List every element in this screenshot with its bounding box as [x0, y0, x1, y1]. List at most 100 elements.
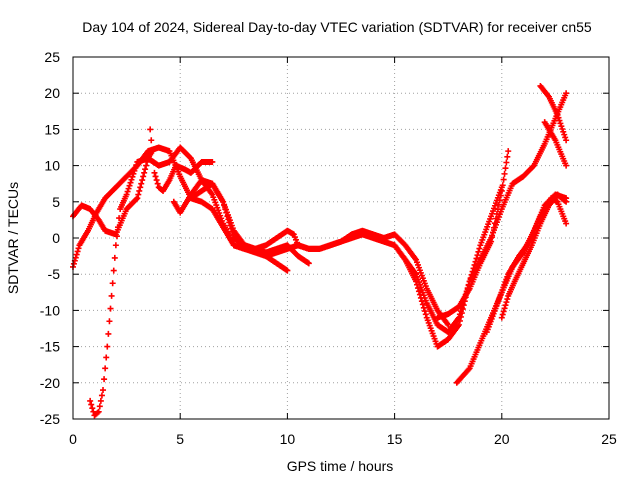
- data-point: [556, 117, 563, 124]
- y-tick-label: -5: [48, 266, 61, 282]
- data-point: [489, 234, 496, 241]
- data-point: [498, 314, 505, 321]
- data-point: [89, 405, 96, 412]
- data-point: [503, 159, 510, 166]
- x-axis-title: GPS time / hours: [287, 458, 394, 474]
- data-point: [108, 292, 115, 299]
- data-point: [476, 245, 483, 252]
- y-tick-label: 20: [44, 85, 60, 101]
- data-point: [107, 305, 114, 312]
- data-point: [499, 311, 506, 318]
- data-point: [72, 254, 79, 261]
- y-tick-label: -25: [40, 411, 60, 427]
- data-point: [130, 170, 137, 177]
- data-point: [126, 182, 133, 189]
- data-point: [501, 305, 508, 312]
- data-point: [95, 408, 102, 415]
- data-point: [134, 195, 141, 202]
- data-point: [491, 224, 498, 231]
- data-point: [494, 206, 501, 213]
- data-point: [499, 182, 506, 189]
- data-point: [136, 187, 143, 194]
- data-point: [109, 280, 116, 287]
- data-point: [226, 219, 233, 226]
- data-point: [142, 166, 149, 173]
- data-point: [133, 161, 140, 168]
- data-point: [504, 296, 511, 303]
- data-point: [137, 184, 144, 191]
- data-point: [505, 148, 512, 155]
- data-point: [498, 187, 505, 194]
- data-point: [465, 366, 472, 373]
- x-tick-label: 10: [280, 431, 296, 447]
- data-point: [88, 401, 95, 408]
- data-point: [106, 318, 113, 325]
- data-point: [228, 225, 235, 232]
- data-point: [103, 354, 110, 361]
- data-point: [562, 197, 569, 204]
- data-point: [100, 387, 107, 394]
- data-point: [128, 176, 135, 183]
- data-point: [493, 210, 500, 217]
- data-point: [96, 403, 103, 410]
- data-point: [490, 229, 497, 236]
- data-point: [563, 198, 570, 205]
- data-point: [140, 173, 147, 180]
- y-tick-label: 15: [44, 121, 60, 137]
- y-tick-label: -10: [40, 302, 60, 318]
- data-point: [153, 177, 160, 184]
- data-series: [70, 82, 570, 419]
- data-point: [149, 148, 156, 155]
- data-point: [124, 188, 131, 195]
- series-arc-13: [541, 119, 570, 169]
- data-point: [70, 260, 77, 267]
- chart-title: Day 104 of 2024, Sidereal Day-to-day VTE…: [82, 19, 592, 35]
- data-point: [104, 343, 111, 350]
- data-point: [127, 179, 134, 186]
- y-tick-label: 5: [52, 194, 60, 210]
- data-point: [557, 120, 564, 127]
- series-arc-4: [147, 126, 216, 194]
- data-point: [223, 209, 230, 216]
- data-point: [135, 191, 142, 198]
- data-point: [421, 308, 428, 315]
- grid: [73, 57, 609, 419]
- data-point: [561, 131, 568, 138]
- series-arc-3: [87, 148, 156, 419]
- data-point: [152, 173, 159, 180]
- data-point: [475, 248, 482, 255]
- data-point: [123, 191, 130, 198]
- data-point: [141, 169, 148, 176]
- data-point: [457, 308, 464, 315]
- data-point: [220, 198, 227, 205]
- data-point: [500, 176, 507, 183]
- data-point: [115, 224, 122, 231]
- data-point: [112, 242, 119, 249]
- axis-ticks: 0 5 10 15 20 25 -25 -20 -15 -10 -5 0 5 10 15 20 25: [40, 49, 617, 447]
- data-point: [94, 409, 101, 416]
- data-point: [488, 238, 495, 245]
- data-point: [138, 180, 145, 187]
- data-point: [102, 365, 109, 372]
- data-point: [129, 173, 136, 180]
- data-point: [496, 197, 503, 204]
- y-tick-label: -15: [40, 339, 60, 355]
- y-tick-label: 10: [44, 158, 60, 174]
- data-point: [125, 185, 132, 192]
- data-point: [73, 251, 80, 258]
- data-point: [101, 376, 108, 383]
- data-point: [559, 125, 566, 132]
- data-point: [502, 165, 509, 172]
- data-point: [151, 169, 158, 176]
- data-point: [554, 111, 561, 118]
- data-point: [563, 220, 570, 227]
- data-point: [150, 158, 157, 165]
- data-point: [555, 114, 562, 121]
- series-arc-11: [498, 191, 570, 321]
- data-point: [105, 330, 112, 337]
- data-point: [148, 137, 155, 144]
- data-point: [500, 308, 507, 315]
- series-arc-8: [434, 148, 512, 321]
